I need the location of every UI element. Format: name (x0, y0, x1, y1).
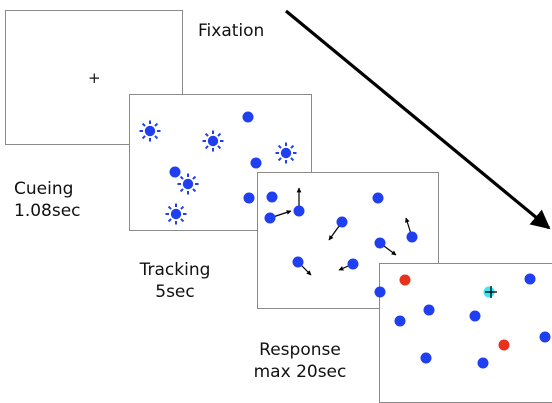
target-dot (266, 191, 278, 203)
target-dot (420, 352, 432, 364)
cueing-label: Cueing 1.08sec (14, 179, 81, 221)
target-dot (539, 331, 551, 343)
target-dot (524, 273, 536, 285)
target-dot (250, 157, 262, 169)
target-dot (347, 258, 359, 270)
target-dot (423, 304, 435, 316)
fixation-label: Fixation (198, 21, 265, 41)
fixation-panel: + (5, 10, 183, 145)
target-dot (406, 231, 418, 243)
target-dot (336, 216, 348, 228)
target-dot (374, 286, 386, 298)
time-arrow-icon (284, 9, 551, 230)
target-dot (469, 310, 481, 322)
cued-target-sunburst-icon (139, 120, 161, 142)
target-dot (374, 237, 386, 249)
response-red-dot (399, 274, 411, 286)
cued-target-sunburst-icon (202, 130, 224, 152)
response-red-dot (498, 339, 510, 351)
target-dot (169, 166, 181, 178)
cued-target-sunburst-icon (177, 173, 199, 195)
tracking-label: Tracking 5sec (139, 260, 211, 302)
target-dot (243, 192, 255, 204)
cued-target-sunburst-icon (165, 203, 187, 225)
target-dot (242, 111, 254, 123)
cued-target-sunburst-icon (275, 142, 297, 164)
target-dot (293, 205, 305, 217)
target-dot (264, 212, 276, 224)
target-dot (292, 256, 304, 268)
response-label: Response max 20sec (253, 340, 347, 382)
target-dot (394, 315, 406, 327)
fixation-cross-icon: + (88, 69, 101, 87)
target-dot (477, 357, 489, 369)
target-dot (372, 192, 384, 204)
